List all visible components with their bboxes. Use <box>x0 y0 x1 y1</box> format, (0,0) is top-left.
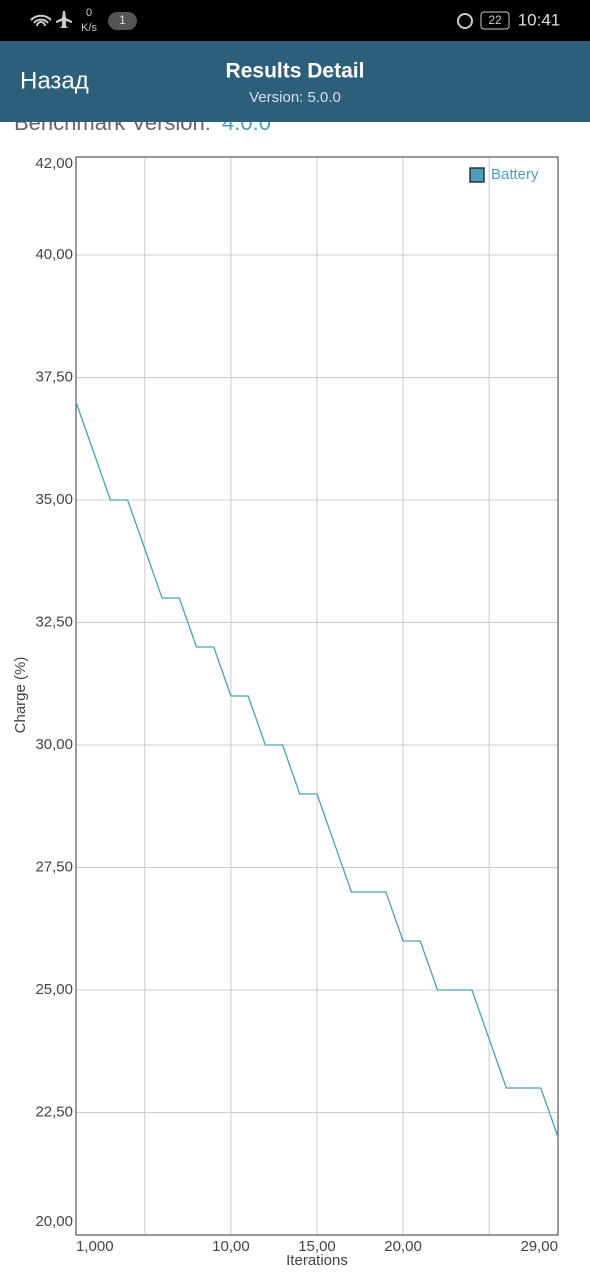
y-tick-label: 22,50 <box>35 1103 73 1120</box>
y-tick-label: 30,00 <box>35 736 73 753</box>
speed: 0 <box>86 7 92 19</box>
battery-level: 22 <box>488 13 502 27</box>
plot-frame <box>75 156 559 1236</box>
speed-unit: K/s <box>81 22 97 34</box>
status-bar <box>0 0 590 41</box>
x-tick-label: 1,000 <box>76 1238 114 1255</box>
y-tick-label: 37,50 <box>35 368 73 385</box>
legend-label: Battery <box>491 166 539 183</box>
airplane-icon <box>56 11 72 28</box>
data-line <box>75 401 559 1138</box>
y-tick-label: 32,50 <box>35 613 73 630</box>
x-tick-label: 15,00 <box>298 1238 336 1255</box>
legend-swatch <box>469 167 485 183</box>
x-tick-label: 10,00 <box>212 1238 250 1255</box>
notification-count: 1 <box>119 13 126 27</box>
alarm-icon <box>457 13 473 29</box>
back-button[interactable]: Назад <box>20 67 89 94</box>
app-header <box>0 41 590 122</box>
wifi-icon <box>30 14 52 27</box>
y-axis-label: Charge (%) <box>12 657 29 734</box>
header-title: Results Detail <box>226 60 365 83</box>
x-tick-label: 29,00 <box>520 1238 558 1255</box>
y-tick-label: 42,00 <box>35 155 73 172</box>
y-tick-label: 25,00 <box>35 981 73 998</box>
y-tick-label: 20,00 <box>35 1213 73 1230</box>
x-tick-label: 20,00 <box>384 1238 422 1255</box>
battery-icon <box>480 11 510 30</box>
notification-badge <box>108 12 137 30</box>
y-tick-label: 35,00 <box>35 491 73 508</box>
y-tick-label: 27,50 <box>35 858 73 875</box>
header-subtitle: Version: 5.0.0 <box>249 89 341 106</box>
x-axis-label: Iterations <box>286 1252 348 1269</box>
chart: 20,00 22,50 25,00 27,50 30,00 32,50 35,00 37,50… <box>12 155 559 1269</box>
clock: 10:41 <box>518 10 561 29</box>
y-tick-label: 40,00 <box>35 246 73 263</box>
